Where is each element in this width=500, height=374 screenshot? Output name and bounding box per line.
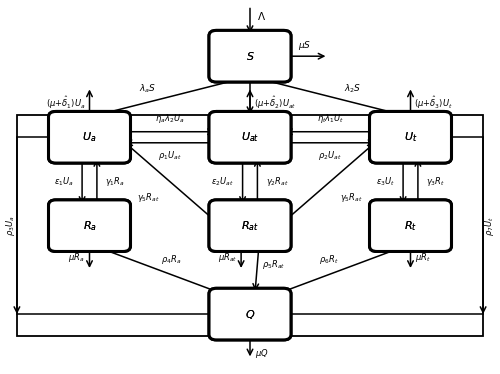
Text: $\epsilon_3 U_t$: $\epsilon_3 U_t$ (376, 175, 394, 188)
Text: $U_a$: $U_a$ (82, 131, 96, 144)
Text: $U_t$: $U_t$ (404, 131, 417, 144)
Text: $\rho_6 R_t$: $\rho_6 R_t$ (320, 253, 339, 266)
Text: $\lambda_2 S$: $\lambda_2 S$ (344, 82, 361, 95)
Text: $(\mu{+}\hat{\delta}_1)U_a$: $(\mu{+}\hat{\delta}_1)U_a$ (46, 94, 86, 111)
Text: $S$: $S$ (246, 50, 254, 62)
Text: $U_{at}$: $U_{at}$ (241, 131, 259, 144)
Text: $S$: $S$ (246, 50, 254, 62)
Text: $\mu Q$: $\mu Q$ (255, 347, 268, 360)
FancyBboxPatch shape (48, 111, 130, 163)
Text: $\mu R_{at}$: $\mu R_{at}$ (218, 251, 238, 264)
Text: $\rho_3 U_a$: $\rho_3 U_a$ (4, 215, 18, 236)
FancyBboxPatch shape (209, 30, 291, 82)
FancyBboxPatch shape (209, 288, 291, 340)
FancyBboxPatch shape (370, 200, 452, 251)
Text: $\rho_1 U_{at}$: $\rho_1 U_{at}$ (158, 150, 182, 162)
Text: $U_t$: $U_t$ (404, 131, 417, 144)
Text: $\mu S$: $\mu S$ (298, 39, 311, 52)
Text: $\gamma_5 R_{at}$: $\gamma_5 R_{at}$ (340, 191, 363, 204)
Text: $\rho_4 R_a$: $\rho_4 R_a$ (161, 253, 182, 266)
FancyBboxPatch shape (209, 288, 291, 340)
Text: $\lambda_a S$: $\lambda_a S$ (139, 82, 156, 95)
Text: $\epsilon_1 U_a$: $\epsilon_1 U_a$ (54, 175, 74, 188)
Text: $\rho_5 R_{at}$: $\rho_5 R_{at}$ (262, 258, 285, 271)
Text: $U_{at}$: $U_{at}$ (241, 131, 259, 144)
FancyBboxPatch shape (48, 200, 130, 251)
Text: $R_{at}$: $R_{at}$ (241, 219, 259, 233)
Text: $R_{at}$: $R_{at}$ (241, 219, 259, 233)
Text: $\mu R_a$: $\mu R_a$ (68, 251, 84, 264)
Bar (17, 115, 483, 336)
FancyBboxPatch shape (209, 111, 291, 163)
Text: $U_a$: $U_a$ (82, 131, 96, 144)
Text: $R_a$: $R_a$ (82, 219, 96, 233)
Text: $R_a$: $R_a$ (82, 219, 96, 233)
Text: $\rho_2 U_{at}$: $\rho_2 U_{at}$ (318, 150, 342, 162)
Text: $\epsilon_2 U_{at}$: $\epsilon_2 U_{at}$ (212, 175, 234, 188)
FancyBboxPatch shape (370, 111, 452, 163)
Text: $(\mu{+}\hat{\delta}_3)U_t$: $(\mu{+}\hat{\delta}_3)U_t$ (414, 94, 453, 111)
FancyBboxPatch shape (48, 111, 130, 163)
Text: $R_t$: $R_t$ (404, 219, 417, 233)
Text: $\gamma_3 R_t$: $\gamma_3 R_t$ (426, 175, 446, 188)
Text: $\eta_a\lambda_2 U_a$: $\eta_a\lambda_2 U_a$ (155, 112, 184, 125)
Text: $Q$: $Q$ (245, 307, 255, 321)
FancyBboxPatch shape (370, 111, 452, 163)
Text: $\mu R_t$: $\mu R_t$ (416, 251, 431, 264)
Text: $\eta_t\lambda_1 U_t$: $\eta_t\lambda_1 U_t$ (316, 112, 344, 125)
Text: $\gamma_5 R_{at}$: $\gamma_5 R_{at}$ (137, 191, 160, 204)
Text: $\gamma_1 R_a$: $\gamma_1 R_a$ (106, 175, 126, 188)
Text: $Q$: $Q$ (245, 307, 255, 321)
Text: $\Lambda$: $\Lambda$ (258, 10, 266, 22)
Text: $R_t$: $R_t$ (404, 219, 417, 233)
Text: $\gamma_2 R_{at}$: $\gamma_2 R_{at}$ (266, 175, 288, 188)
FancyBboxPatch shape (48, 200, 130, 251)
FancyBboxPatch shape (209, 111, 291, 163)
FancyBboxPatch shape (370, 200, 452, 251)
FancyBboxPatch shape (209, 200, 291, 251)
FancyBboxPatch shape (209, 30, 291, 82)
Text: $(\mu{+}\hat{\delta}_2)U_{at}$: $(\mu{+}\hat{\delta}_2)U_{at}$ (254, 94, 296, 111)
FancyBboxPatch shape (209, 200, 291, 251)
Text: $\rho_7 U_t$: $\rho_7 U_t$ (482, 216, 496, 236)
